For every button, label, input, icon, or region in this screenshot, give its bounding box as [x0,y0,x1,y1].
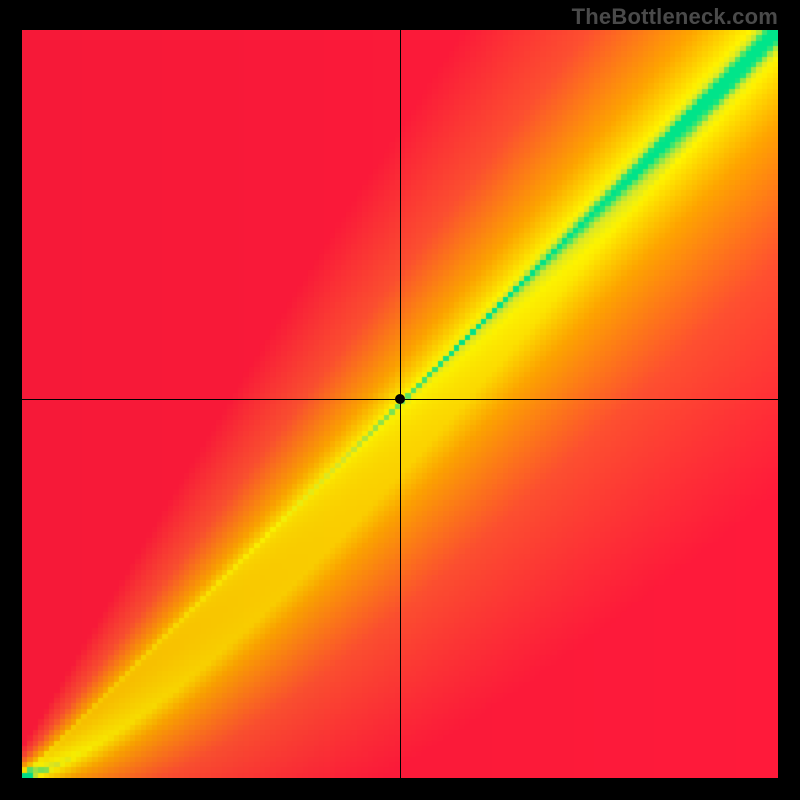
selection-marker [395,394,405,404]
watermark-text: TheBottleneck.com [572,4,778,30]
figure-frame: TheBottleneck.com [0,0,800,800]
crosshair-vertical [400,30,401,778]
plot-area [22,30,778,778]
